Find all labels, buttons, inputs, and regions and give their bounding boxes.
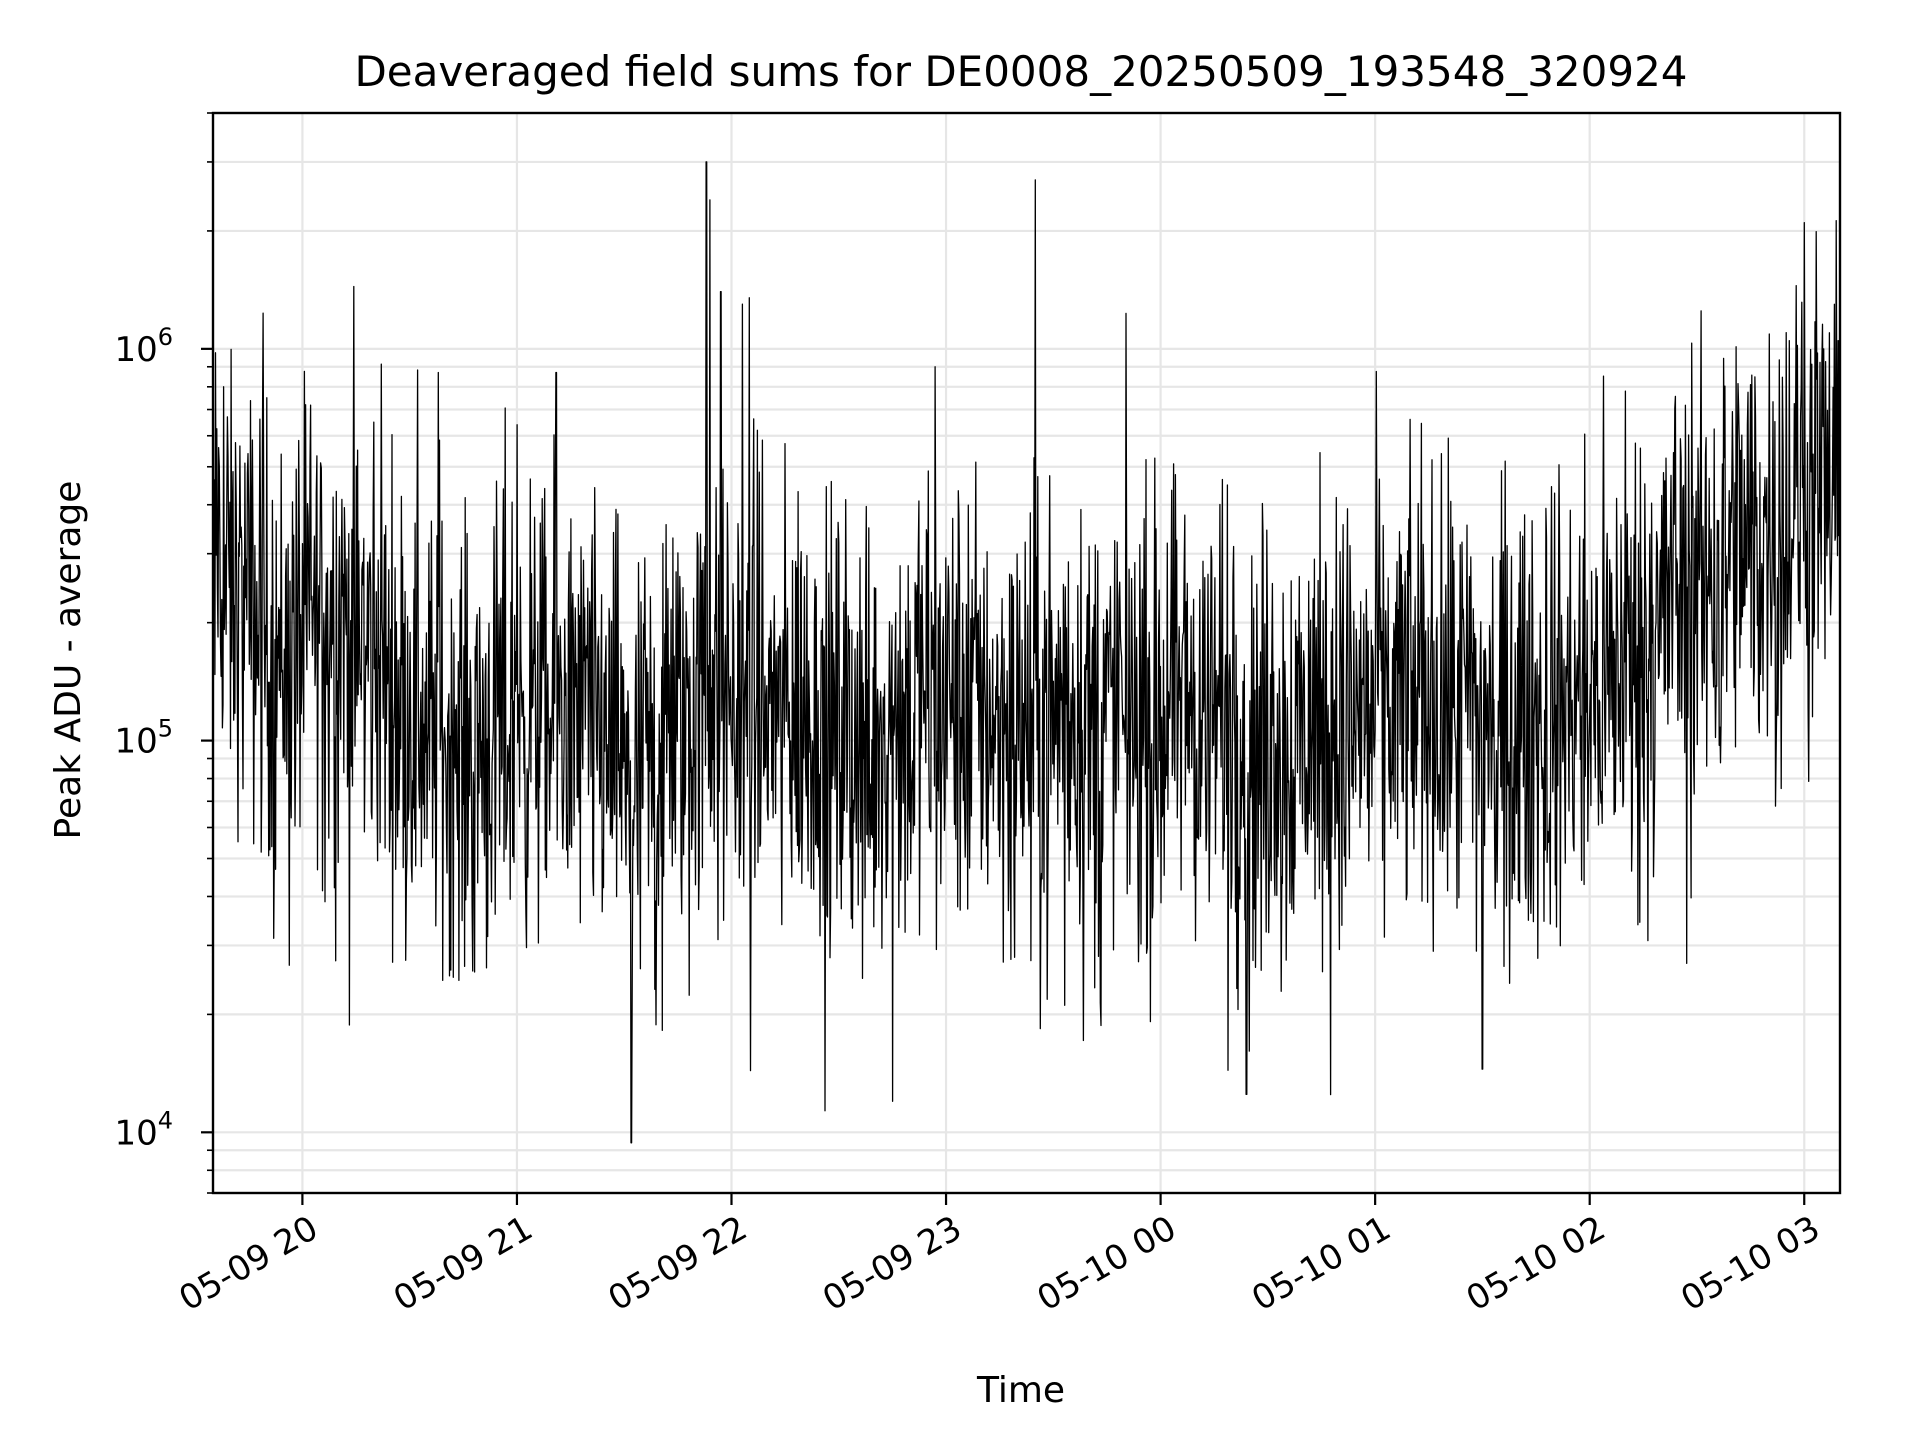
y-tick-label: 104 xyxy=(114,1106,173,1153)
plot-frame xyxy=(211,111,1842,1195)
x-axis-label: Time xyxy=(976,1370,1065,1411)
chart-title: Deaveraged field sums for DE0008_2025050… xyxy=(354,47,1687,96)
y-axis-label: Peak ADU - average xyxy=(48,481,89,840)
series-line xyxy=(212,161,1841,1144)
data-series-layer xyxy=(212,161,1841,1144)
y-tick-label: 105 xyxy=(114,715,173,762)
y-tick-label: 106 xyxy=(114,323,173,370)
